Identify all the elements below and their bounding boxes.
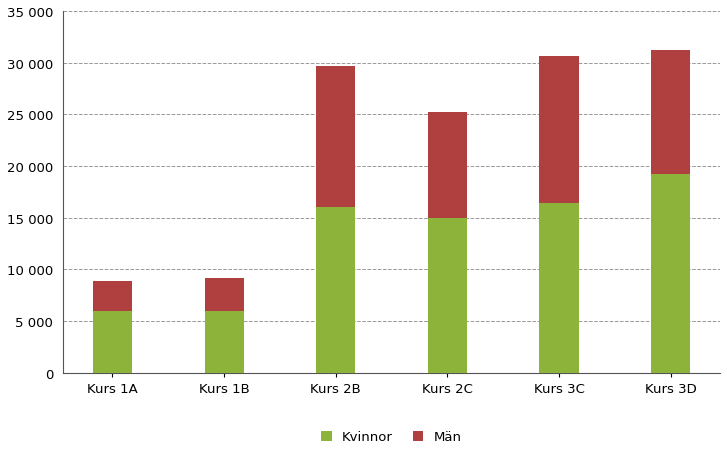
Bar (539, 204, 579, 373)
Bar (316, 208, 356, 373)
Bar (539, 57, 579, 204)
Bar (204, 311, 244, 373)
Bar (427, 113, 467, 218)
Bar (651, 175, 690, 373)
Legend: Kvinnor, Män: Kvinnor, Män (321, 430, 462, 443)
Bar (316, 66, 356, 208)
Bar (427, 218, 467, 373)
Bar (204, 278, 244, 311)
Bar (651, 51, 690, 175)
Bar (93, 311, 132, 373)
Bar (93, 281, 132, 311)
